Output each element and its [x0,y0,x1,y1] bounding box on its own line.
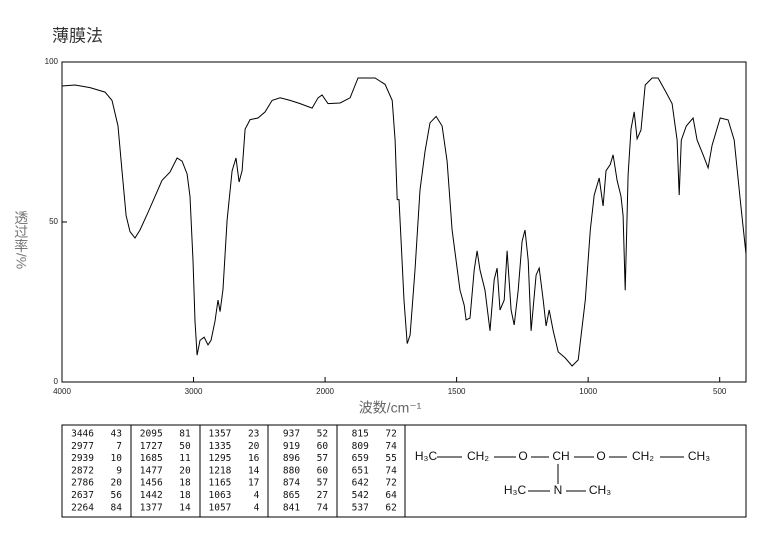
peak-transmittance: 55 [385,453,396,464]
peak-wavenumber: 1685 [140,453,163,464]
peak-wavenumber: 542 [352,490,369,501]
structure-group: CH [552,449,569,463]
peak-wavenumber: 537 [352,502,369,513]
x-tick-label: 4000 [53,387,71,396]
peak-transmittance: 81 [179,429,191,440]
peak-transmittance: 72 [385,429,396,440]
peak-wavenumber: 1477 [140,465,163,476]
peak-transmittance: 14 [248,465,260,476]
structure-group: N [554,483,563,497]
peak-wavenumber: 919 [283,441,300,452]
peak-transmittance: 18 [179,478,191,489]
peak-transmittance: 74 [317,502,329,513]
structure-group: CH₂ [632,449,654,463]
peak-transmittance: 62 [385,502,396,513]
x-tick-label: 500 [713,387,727,396]
peak-transmittance: 72 [385,478,396,489]
peak-transmittance: 20 [179,465,191,476]
peak-wavenumber: 865 [283,490,300,501]
chart-title: 薄膜法 [52,26,103,45]
peak-wavenumber: 880 [283,465,300,476]
y-tick-label: 50 [49,217,58,226]
peak-transmittance: 60 [317,465,329,476]
x-tick-label: 3000 [185,387,203,396]
peak-wavenumber: 642 [352,478,369,489]
peak-transmittance: 57 [317,453,328,464]
structure-group: CH₂ [467,449,489,463]
plot-frame [61,61,747,383]
peak-transmittance: 14 [179,502,191,513]
peak-wavenumber: 809 [352,441,369,452]
peak-wavenumber: 651 [352,465,369,476]
peak-wavenumber: 1456 [140,478,163,489]
peak-wavenumber: 937 [283,429,300,440]
y-axis-label: 透过率/% [13,211,29,269]
x-axis-label: 波数/cm⁻¹ [359,400,422,416]
peak-transmittance: 16 [248,453,260,464]
x-tick-label: 1000 [579,387,597,396]
peak-transmittance: 4 [254,490,260,501]
y-tick-label: 0 [54,377,59,386]
structure-group: CH₃ [589,483,611,497]
peak-transmittance: 17 [248,478,259,489]
peak-transmittance: 11 [179,453,191,464]
peak-wavenumber: 1357 [209,429,232,440]
peak-wavenumber: 1057 [209,502,232,513]
peak-wavenumber: 1377 [140,502,163,513]
peak-wavenumber: 1295 [209,453,232,464]
structure-group: CH₃ [688,449,710,463]
peak-transmittance: 74 [385,441,397,452]
structure-group: H₃C [504,483,527,497]
x-tick-label: 1500 [448,387,466,396]
y-tick-label: 100 [45,57,59,66]
structure-group: O [518,449,527,463]
peak-wavenumber: 1063 [209,490,232,501]
peak-transmittance: 74 [385,465,397,476]
peak-transmittance: 20 [111,478,123,489]
peak-transmittance: 4 [254,502,260,513]
peak-transmittance: 18 [179,490,191,501]
peak-transmittance: 7 [116,441,122,452]
peak-wavenumber: 3446 [71,429,94,440]
peak-transmittance: 60 [317,441,329,452]
structure-group: O [596,449,605,463]
peak-wavenumber: 2872 [71,465,94,476]
peak-transmittance: 27 [317,490,328,501]
x-tick-label: 2000 [316,387,334,396]
peak-transmittance: 50 [179,441,191,452]
peak-wavenumber: 896 [283,453,300,464]
peak-wavenumber: 2637 [71,490,94,501]
peak-wavenumber: 1442 [140,490,163,501]
peak-transmittance: 9 [116,465,122,476]
peak-transmittance: 52 [317,429,328,440]
peak-wavenumber: 1218 [209,465,232,476]
structure-group: H₃C [415,449,438,463]
peak-wavenumber: 874 [283,478,300,489]
peak-wavenumber: 815 [352,429,369,440]
peak-wavenumber: 1727 [140,441,163,452]
peak-wavenumber: 2264 [71,502,94,513]
peak-transmittance: 64 [385,490,397,501]
bonds [437,456,684,492]
peak-wavenumber: 2977 [71,441,94,452]
peak-transmittance: 20 [248,441,260,452]
peak-wavenumber: 2095 [140,429,163,440]
peak-transmittance: 56 [111,490,123,501]
peak-transmittance: 57 [317,478,328,489]
peak-transmittance: 10 [111,453,123,464]
peak-wavenumber: 2786 [71,478,94,489]
peak-wavenumber: 659 [352,453,369,464]
peak-transmittance: 84 [111,502,123,513]
peak-wavenumber: 2939 [71,453,94,464]
peak-wavenumber: 1335 [209,441,232,452]
spectrum-line [61,77,747,367]
peak-wavenumber: 1165 [209,478,232,489]
peak-wavenumber: 841 [283,502,300,513]
peak-transmittance: 43 [111,429,122,440]
peak-transmittance: 23 [248,429,259,440]
peak-table-frame [61,424,747,518]
